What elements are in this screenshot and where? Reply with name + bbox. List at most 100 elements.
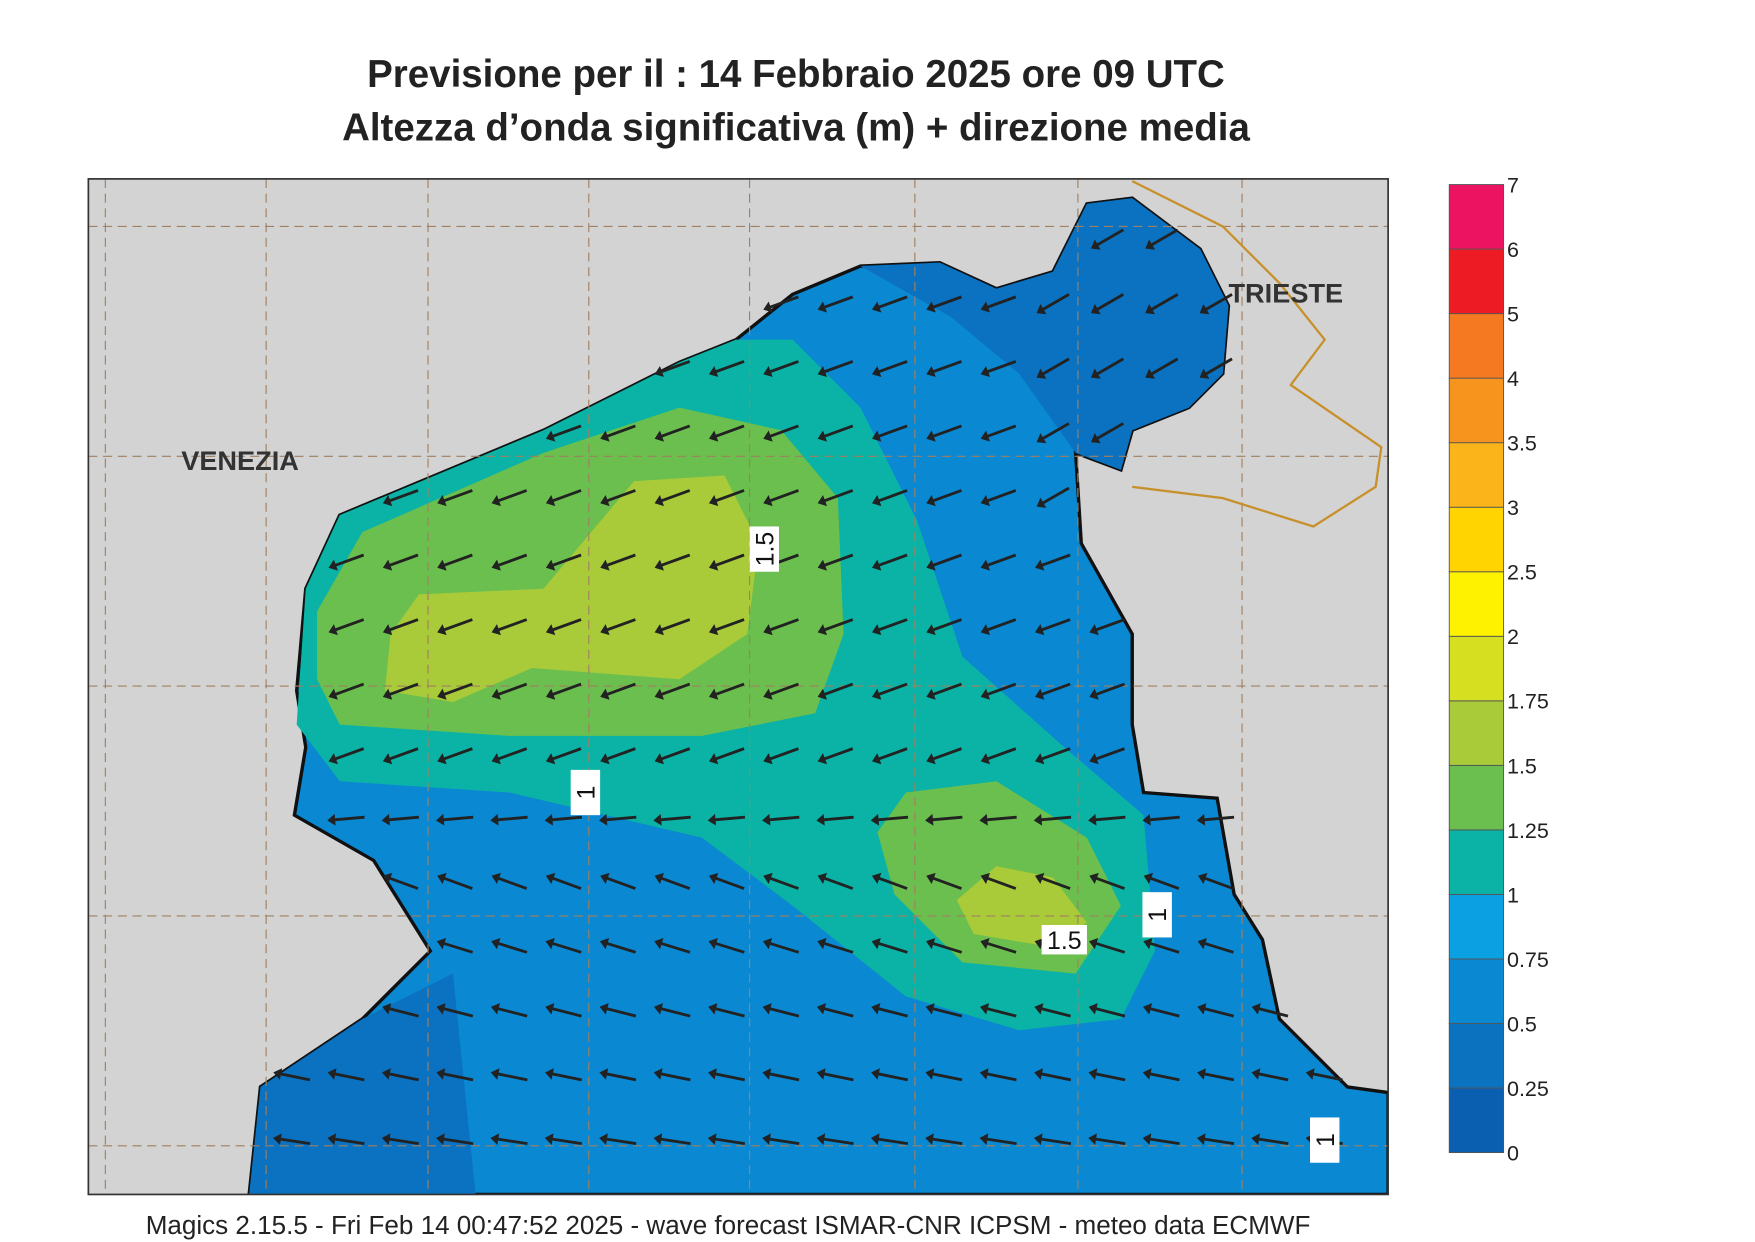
arrow-head (545, 1003, 555, 1015)
arrow-head (762, 1133, 771, 1146)
arrow (876, 553, 908, 568)
colorbar-band (1448, 506, 1505, 573)
arrow-head (1197, 1003, 1207, 1015)
arrow (1094, 618, 1125, 632)
arrow (931, 553, 962, 568)
arrow (550, 489, 582, 503)
arrow-head (381, 1068, 391, 1080)
arrow (495, 1072, 528, 1082)
arrow (495, 815, 528, 822)
colorbar-label: 0.75 (1507, 948, 1549, 972)
arrow-head (491, 495, 501, 507)
arrow (822, 941, 854, 954)
arrow (822, 682, 854, 697)
arrow (876, 1006, 908, 1018)
arrow (496, 682, 528, 697)
arrow-head (1089, 872, 1099, 884)
arrow (387, 876, 419, 890)
colorbar-label: 5 (1507, 303, 1519, 327)
arrow-head (382, 624, 393, 636)
arrow-head (544, 1133, 554, 1146)
arrow (822, 1072, 854, 1082)
contour-label-text: 1.5 (751, 532, 779, 567)
arrow-head (1143, 872, 1154, 884)
arrow-head (762, 937, 773, 950)
arrow (1094, 747, 1125, 761)
arrow (1095, 228, 1125, 247)
arrow (441, 1006, 474, 1018)
arrow-head (817, 301, 828, 313)
arrow-head (1145, 304, 1156, 315)
arrow (605, 876, 636, 890)
arrow-head (491, 937, 501, 950)
arrow (1039, 553, 1071, 568)
arrow (496, 553, 528, 568)
arrow (550, 1072, 582, 1082)
arrow (333, 747, 365, 761)
arrow (1202, 1072, 1235, 1082)
arrow-head (816, 1133, 826, 1146)
arrow (441, 1072, 474, 1082)
arrow-head (599, 1068, 609, 1080)
arrow-head (925, 1133, 934, 1146)
colorbar-band (1448, 442, 1505, 508)
arrow-head (763, 624, 773, 636)
arrow-head (980, 688, 991, 700)
arrow (768, 682, 799, 697)
arrow-head (871, 365, 882, 378)
arrow-head (491, 688, 501, 700)
arrow (604, 941, 637, 954)
arrow (985, 941, 1017, 954)
arrow-head (653, 1068, 663, 1080)
arrow-head (599, 1133, 608, 1146)
arrow (1093, 815, 1126, 822)
arrow (985, 553, 1017, 568)
arrow-head (1088, 813, 1097, 826)
arrow (1202, 1006, 1234, 1018)
arrow (930, 815, 963, 822)
arrow-head (1088, 1003, 1098, 1015)
arrow (713, 1006, 745, 1018)
arrow (604, 1006, 637, 1018)
arrow (496, 941, 528, 954)
colorbar-label: 7 (1507, 173, 1519, 197)
arrow-head (926, 495, 936, 507)
arrow (1093, 1137, 1126, 1146)
arrow-head (980, 430, 991, 442)
arrow (1256, 1006, 1289, 1018)
arrow (604, 815, 637, 822)
contour-label-bg (1142, 892, 1172, 938)
arrow (985, 1072, 1017, 1082)
colorbar-band (1448, 377, 1505, 444)
contour-label-bg (749, 526, 780, 572)
sea-low (860, 198, 1229, 470)
arrow-head (1035, 559, 1045, 571)
arrow-head (381, 813, 390, 826)
arrow (985, 1137, 1017, 1146)
arrow (605, 747, 636, 761)
arrow (1148, 1137, 1180, 1146)
arrow (768, 618, 799, 632)
arrow-head (1251, 1068, 1261, 1080)
arrow (1202, 815, 1235, 822)
arrow-head (979, 813, 988, 826)
arrow (713, 489, 745, 503)
arrow (387, 489, 419, 503)
arrow (496, 876, 528, 890)
arrow (876, 747, 908, 761)
arrow-head (871, 753, 882, 765)
arrow (550, 1137, 583, 1146)
arrow-head (1036, 497, 1047, 508)
arrow-head (817, 937, 827, 950)
arrow (876, 876, 908, 890)
map-area (88, 178, 1389, 1195)
colorbar-band (1448, 635, 1505, 702)
arrow-head (926, 753, 936, 765)
arrow-head (327, 813, 336, 826)
arrow (1040, 357, 1070, 376)
arrow-head (926, 688, 936, 700)
arrow-head (762, 813, 771, 826)
arrow-head (1088, 1068, 1098, 1080)
arrow (931, 747, 962, 761)
arrow (550, 424, 582, 439)
